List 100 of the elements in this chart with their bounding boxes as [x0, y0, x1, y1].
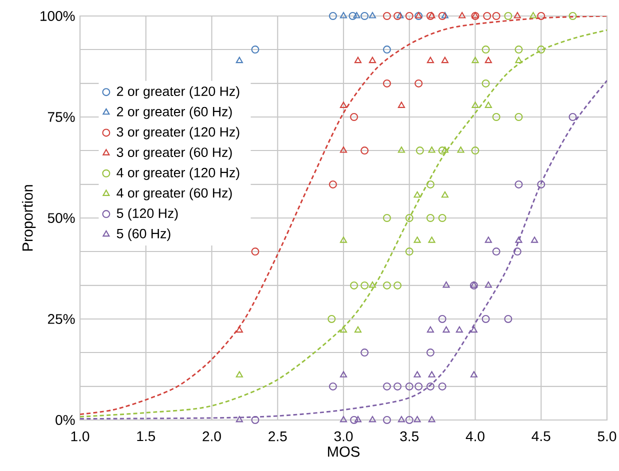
x-tick-label: 4.0 — [466, 431, 484, 442]
point — [514, 112, 523, 121]
point — [492, 248, 500, 256]
point — [530, 12, 537, 18]
y-tick-label: 75% — [48, 112, 75, 122]
point — [360, 146, 369, 155]
y-tick-label: 100% — [40, 11, 75, 21]
point — [426, 180, 434, 188]
point — [472, 102, 479, 108]
y-tick-label: 50% — [48, 213, 75, 223]
x-tick-label: 4.5 — [532, 431, 550, 442]
point — [483, 12, 492, 20]
point — [482, 314, 490, 323]
point — [504, 12, 512, 20]
point — [405, 382, 414, 390]
point — [340, 326, 348, 333]
x-tick-label: 1.0 — [71, 431, 90, 442]
point — [328, 382, 337, 390]
point — [438, 146, 446, 155]
point — [426, 348, 434, 357]
point — [368, 416, 376, 422]
point — [438, 382, 446, 390]
point — [414, 236, 421, 243]
point — [426, 326, 434, 333]
point — [354, 416, 362, 422]
point — [394, 281, 402, 290]
point — [368, 281, 376, 288]
point — [340, 146, 348, 153]
point — [515, 236, 522, 243]
point — [328, 12, 337, 20]
point — [416, 146, 424, 155]
point — [484, 281, 492, 288]
point — [405, 416, 414, 424]
point — [398, 102, 406, 108]
point — [382, 416, 391, 424]
point — [470, 326, 478, 333]
point — [442, 326, 450, 333]
point — [398, 416, 406, 422]
point — [382, 382, 391, 390]
point — [426, 12, 434, 20]
point — [530, 236, 538, 243]
point — [428, 416, 436, 422]
point — [537, 46, 546, 54]
point — [441, 146, 448, 153]
x-tick-label: 2.5 — [268, 431, 287, 442]
x-tick-label: 2.0 — [202, 431, 221, 442]
point — [514, 12, 521, 18]
point — [405, 248, 414, 256]
point — [414, 79, 423, 88]
point — [428, 146, 436, 153]
point — [382, 12, 391, 20]
point — [382, 281, 391, 290]
x-tick-label: 1.5 — [137, 431, 156, 442]
point — [348, 12, 357, 20]
point — [426, 214, 434, 222]
point — [492, 112, 500, 121]
point — [482, 46, 490, 54]
point — [472, 56, 479, 64]
point — [382, 79, 391, 88]
point — [236, 56, 243, 64]
point — [414, 191, 421, 198]
point — [442, 281, 450, 288]
point — [251, 248, 260, 256]
legend-label: 3 or greater (60 Hz) — [116, 147, 232, 160]
point — [382, 214, 391, 222]
point — [484, 236, 492, 243]
point — [353, 12, 360, 18]
point — [426, 56, 434, 64]
point — [438, 314, 446, 323]
point — [492, 12, 500, 20]
point — [470, 371, 478, 378]
point — [328, 314, 336, 323]
legend-label: 5 (120 Hz) — [116, 208, 178, 221]
point — [504, 314, 512, 323]
point — [428, 371, 436, 378]
legend-label: 2 or greater (120 Hz) — [116, 86, 240, 99]
point — [513, 248, 522, 256]
point — [514, 46, 523, 54]
point — [236, 371, 243, 378]
point — [482, 79, 490, 88]
point — [428, 12, 436, 18]
y-tick-label: 25% — [48, 314, 75, 324]
point — [568, 112, 577, 121]
point — [537, 180, 546, 188]
point — [368, 12, 376, 18]
legend-label: 3 or greater (120 Hz) — [116, 126, 240, 140]
point — [405, 12, 414, 20]
point — [414, 382, 423, 390]
x-tick-label: 5.0 — [598, 431, 616, 442]
y-tick-label: 0% — [56, 415, 75, 425]
x-tick-label: 3.0 — [334, 431, 353, 442]
point — [484, 102, 492, 108]
point — [398, 146, 406, 153]
point — [360, 12, 369, 20]
point — [471, 146, 480, 155]
point — [456, 326, 463, 333]
point — [340, 371, 348, 378]
point — [514, 180, 523, 188]
point — [350, 416, 358, 424]
point — [236, 416, 243, 422]
